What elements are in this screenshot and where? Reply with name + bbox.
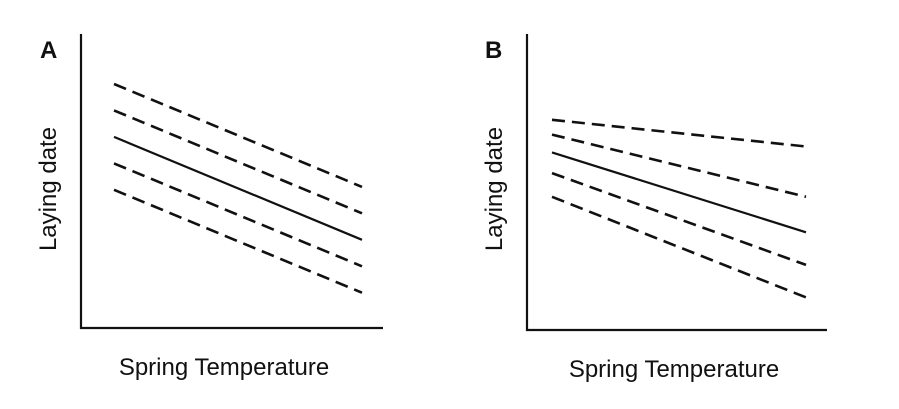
panel-b: B Laying date Spring Temperature [481, 34, 827, 383]
panel-b-dashed-line-2 [551, 133, 807, 199]
panel-b-lines [551, 118, 807, 299]
panel-a-letter: A [40, 37, 57, 64]
panel-b-dashed-line-4 [551, 171, 807, 267]
panel-b-y-axis-label: Laying date [481, 127, 508, 251]
panel-a: A Laying date Spring Temperature [35, 34, 383, 381]
panel-a-y-axis-label: Laying date [35, 127, 62, 251]
panel-b-x-axis-label: Spring Temperature [569, 356, 779, 383]
panel-a-dashed-line-1 [113, 82, 363, 189]
panel-a-x-axis-label: Spring Temperature [119, 354, 329, 381]
panel-b-dashed-line-5 [551, 195, 807, 299]
panel-a-solid-line-3 [113, 135, 363, 241]
panel-a-dashed-line-2 [113, 109, 363, 215]
panel-b-dashed-line-1 [551, 118, 807, 148]
panel-a-lines [113, 82, 363, 294]
panel-b-letter: B [485, 37, 502, 64]
panel-b-solid-line-3 [551, 151, 807, 234]
panel-a-dashed-line-4 [113, 162, 363, 268]
panel-a-dashed-line-5 [113, 188, 363, 294]
